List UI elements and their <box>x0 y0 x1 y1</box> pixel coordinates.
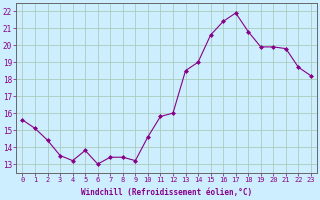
X-axis label: Windchill (Refroidissement éolien,°C): Windchill (Refroidissement éolien,°C) <box>81 188 252 197</box>
